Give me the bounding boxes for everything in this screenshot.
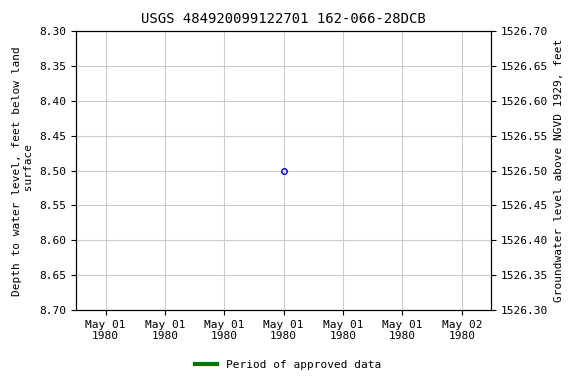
Y-axis label: Groundwater level above NGVD 1929, feet: Groundwater level above NGVD 1929, feet	[554, 39, 564, 302]
Legend: Period of approved data: Period of approved data	[191, 356, 385, 375]
Y-axis label: Depth to water level, feet below land
 surface: Depth to water level, feet below land su…	[12, 46, 33, 296]
Title: USGS 484920099122701 162-066-28DCB: USGS 484920099122701 162-066-28DCB	[141, 12, 426, 26]
